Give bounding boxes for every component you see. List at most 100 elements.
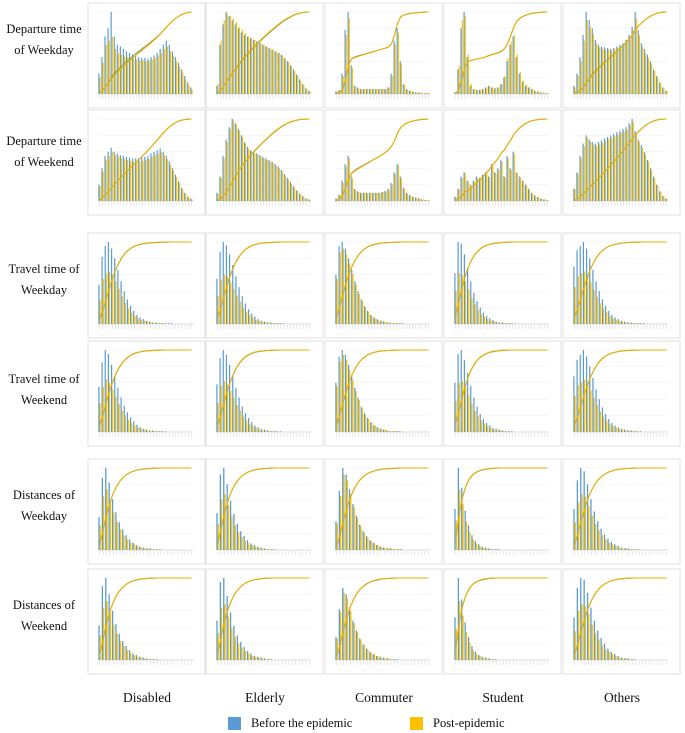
bar-before bbox=[144, 156, 146, 201]
cumulative-line-post bbox=[574, 349, 667, 425]
bar-post bbox=[233, 397, 235, 432]
bar-before bbox=[338, 356, 340, 432]
bar-post bbox=[538, 197, 540, 201]
bar-before bbox=[625, 127, 627, 201]
bar-post bbox=[254, 153, 256, 201]
bar-before bbox=[369, 540, 371, 550]
bar-before bbox=[506, 155, 508, 201]
bar-post bbox=[360, 192, 363, 201]
bar-before bbox=[105, 468, 107, 550]
bar-before bbox=[302, 84, 304, 94]
bar-before bbox=[508, 431, 510, 432]
bar-before bbox=[454, 382, 456, 432]
bar-post bbox=[406, 193, 409, 201]
bar-post bbox=[274, 431, 276, 432]
bar-before bbox=[627, 658, 629, 660]
bar-post bbox=[506, 323, 508, 324]
row-label-line: of Weekday bbox=[14, 43, 74, 57]
bar-before bbox=[659, 82, 661, 94]
bar-post bbox=[583, 40, 585, 94]
bar-before bbox=[631, 119, 633, 201]
bar-before bbox=[139, 656, 141, 660]
bar-post bbox=[145, 160, 147, 201]
panel-r6-elderly bbox=[205, 568, 324, 675]
bar-post bbox=[482, 657, 485, 660]
bar-post bbox=[246, 420, 248, 432]
bar-post bbox=[99, 299, 101, 324]
bar-post bbox=[352, 273, 354, 324]
bar-before bbox=[251, 313, 253, 324]
bar-before bbox=[485, 422, 488, 432]
bar-before bbox=[125, 535, 127, 550]
bar-post bbox=[127, 57, 129, 94]
bar-before bbox=[408, 90, 411, 94]
bar-post bbox=[297, 75, 299, 94]
bar-post bbox=[268, 431, 270, 432]
bar-post bbox=[226, 13, 228, 95]
bar-before bbox=[292, 69, 295, 94]
cumulative-line-post bbox=[217, 118, 310, 201]
bar-before bbox=[379, 546, 381, 550]
bar-before bbox=[128, 157, 131, 201]
bar-post bbox=[258, 320, 260, 324]
bar-before bbox=[600, 528, 602, 550]
bar-before bbox=[277, 166, 279, 201]
bar-post bbox=[156, 323, 158, 324]
bar-post bbox=[492, 87, 494, 94]
bar-post bbox=[257, 41, 259, 94]
bar-post bbox=[239, 301, 241, 324]
bar-before bbox=[271, 161, 273, 201]
bar-post bbox=[124, 415, 127, 432]
bar-post bbox=[522, 80, 525, 94]
bar-before bbox=[123, 291, 125, 324]
bar-post bbox=[618, 428, 621, 432]
bar-post bbox=[115, 281, 117, 324]
bar-before bbox=[460, 350, 462, 432]
bar-before bbox=[628, 34, 630, 94]
bar-before bbox=[390, 182, 392, 201]
bar-before bbox=[225, 139, 227, 201]
bar-before bbox=[360, 406, 362, 432]
bar-post bbox=[139, 60, 141, 94]
bar-before bbox=[119, 46, 121, 94]
bar-before bbox=[379, 428, 381, 432]
bar-before bbox=[631, 659, 633, 660]
bar-post bbox=[294, 187, 296, 201]
bar-before bbox=[219, 251, 221, 324]
bar-before bbox=[424, 200, 426, 201]
bar-post bbox=[574, 189, 576, 201]
bar-post bbox=[363, 645, 366, 660]
bar-post bbox=[336, 386, 338, 432]
bar-before bbox=[533, 90, 536, 94]
bar-post bbox=[611, 544, 614, 550]
bar-before bbox=[256, 153, 258, 201]
cumulative-line-post bbox=[574, 118, 667, 201]
bar-post bbox=[391, 184, 393, 201]
bar-before bbox=[598, 399, 600, 432]
bar-before bbox=[241, 296, 243, 324]
bar-before bbox=[588, 20, 590, 95]
bar-before bbox=[147, 58, 149, 94]
panel-r3-commuter bbox=[324, 232, 443, 339]
bar-before bbox=[104, 36, 106, 94]
panel-frame bbox=[562, 340, 681, 447]
bar-post bbox=[611, 50, 613, 94]
bar-before bbox=[500, 84, 502, 94]
bar-post bbox=[635, 549, 637, 550]
bar-post bbox=[503, 323, 505, 324]
bar-before bbox=[216, 85, 218, 94]
bar-before bbox=[107, 242, 110, 324]
bar-before bbox=[144, 57, 146, 94]
bar-before bbox=[503, 176, 505, 201]
bar-before bbox=[299, 193, 301, 201]
bar-post bbox=[419, 198, 421, 201]
bar-before bbox=[576, 587, 579, 660]
bar-before bbox=[237, 28, 239, 94]
bar-post bbox=[284, 58, 287, 94]
bar-before bbox=[573, 376, 575, 432]
bar-post bbox=[629, 125, 631, 201]
bar-post bbox=[493, 321, 495, 324]
bar-before bbox=[222, 350, 224, 432]
bar-before bbox=[457, 578, 460, 660]
bar-before bbox=[484, 547, 487, 550]
